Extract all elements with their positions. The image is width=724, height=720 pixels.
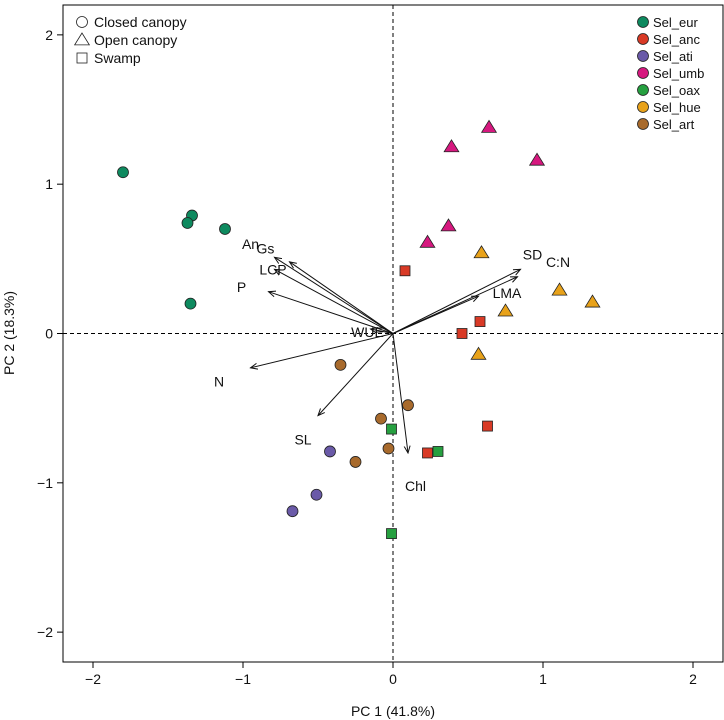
point-sel-art: [334, 358, 347, 371]
loading-arrow-lcp: [275, 269, 394, 334]
legend-color-label: Sel_ati: [653, 49, 693, 64]
loading-label: N: [214, 373, 224, 389]
legend-color-label: Sel_umb: [653, 66, 704, 81]
loading-label: LMA: [493, 285, 522, 301]
point-sel-art: [382, 442, 395, 455]
legend-color-swatch: [637, 67, 649, 79]
point-sel-eur: [181, 217, 194, 229]
x-axis: −2 −1 0 1 2: [85, 662, 697, 687]
point-sel-ati: [286, 505, 299, 518]
loading-arrow-lma: [392, 296, 479, 334]
point-sel-hue: [584, 294, 601, 308]
loading-label: SD: [523, 246, 542, 262]
legend-color-label: Sel_hue: [653, 100, 701, 115]
loading-label: C:N: [546, 254, 570, 270]
y-tick-label: 0: [45, 326, 53, 342]
point-sel-umb: [440, 218, 457, 232]
point-sel-anc: [456, 328, 468, 339]
legend-color-swatch: [637, 118, 649, 130]
point-sel-art: [349, 456, 362, 468]
loading-arrow-chl: [392, 333, 408, 453]
legend-color-label: Sel_art: [653, 117, 695, 132]
point-sel-art: [375, 412, 387, 425]
legend-shape-label: Closed canopy: [94, 14, 187, 30]
point-sel-anc: [399, 265, 411, 277]
loading-label: SL: [294, 432, 311, 448]
x-tick-label: 2: [689, 671, 697, 687]
color-legend: Sel_eur Sel_anc Sel_ati Sel_umb Sel_oax Sel_h…: [637, 15, 704, 132]
point-sel-oax: [432, 446, 444, 457]
x-tick-label: 0: [389, 671, 397, 687]
point-sel-eur: [117, 166, 129, 179]
data-points: [117, 119, 601, 539]
legend-color-swatch: [637, 84, 649, 96]
y-tick-label: 2: [45, 27, 53, 43]
loading-arrow-wue: [371, 329, 394, 334]
legend-color-swatch: [637, 16, 649, 28]
legend-color-swatch: [637, 101, 649, 113]
point-sel-umb: [443, 139, 460, 153]
legend-color-label: Sel_oax: [653, 83, 700, 98]
point-sel-umb: [419, 234, 436, 248]
point-sel-hue: [470, 346, 487, 360]
point-sel-oax: [386, 528, 397, 539]
point-sel-anc: [474, 316, 486, 327]
point-sel-anc: [422, 447, 433, 459]
point-sel-oax: [386, 423, 397, 435]
loading-label: LCP: [259, 261, 286, 277]
point-sel-anc: [482, 420, 493, 432]
loading-label: P: [237, 279, 246, 295]
y-tick-label: 1: [45, 176, 53, 192]
y-axis: −2 −1 0 1 2: [37, 27, 63, 640]
x-axis-label: PC 1 (41.8%): [351, 703, 435, 719]
legend-shape-circle: [76, 16, 88, 28]
loading-label: WUE: [351, 324, 384, 340]
legend-color-label: Sel_anc: [653, 32, 700, 47]
legend-color-swatch: [637, 50, 649, 62]
point-sel-umb: [528, 152, 546, 166]
point-sel-umb: [480, 119, 498, 133]
x-tick-label: −2: [85, 671, 101, 687]
loading-arrow-an: [275, 257, 394, 334]
legend-color-label: Sel_eur: [653, 15, 698, 30]
x-tick-label: 1: [539, 671, 547, 687]
loading-arrow-sl: [318, 333, 394, 416]
point-sel-eur: [184, 297, 197, 310]
legend-color-swatch: [637, 33, 649, 45]
y-tick-label: −2: [37, 624, 53, 640]
loading-label: Gs: [257, 240, 275, 256]
y-axis-label: PC 2 (18.3%): [1, 291, 17, 375]
point-sel-hue: [473, 245, 490, 259]
point-sel-ati: [310, 488, 323, 501]
legend-shape-label: Swamp: [94, 50, 141, 66]
legend-shape-square: [76, 52, 88, 64]
loading-arrow-sd: [392, 269, 521, 334]
point-sel-hue: [551, 282, 568, 296]
point-sel-eur: [219, 223, 231, 235]
loading-arrow-p: [269, 292, 394, 334]
point-sel-art: [402, 399, 414, 412]
shape-legend: Closed canopy Open canopy Swamp: [73, 14, 187, 66]
legend-shape-label: Open canopy: [94, 32, 177, 48]
loading-arrow-gs: [290, 262, 394, 334]
point-sel-hue: [497, 303, 514, 317]
loading-label: An: [242, 236, 259, 252]
x-tick-label: −1: [235, 671, 251, 687]
point-sel-ati: [324, 445, 336, 458]
y-tick-label: −1: [37, 475, 53, 491]
loading-arrow-n: [251, 333, 394, 368]
legend-shape-triangle: [73, 32, 91, 46]
loading-label: Chl: [405, 478, 426, 494]
